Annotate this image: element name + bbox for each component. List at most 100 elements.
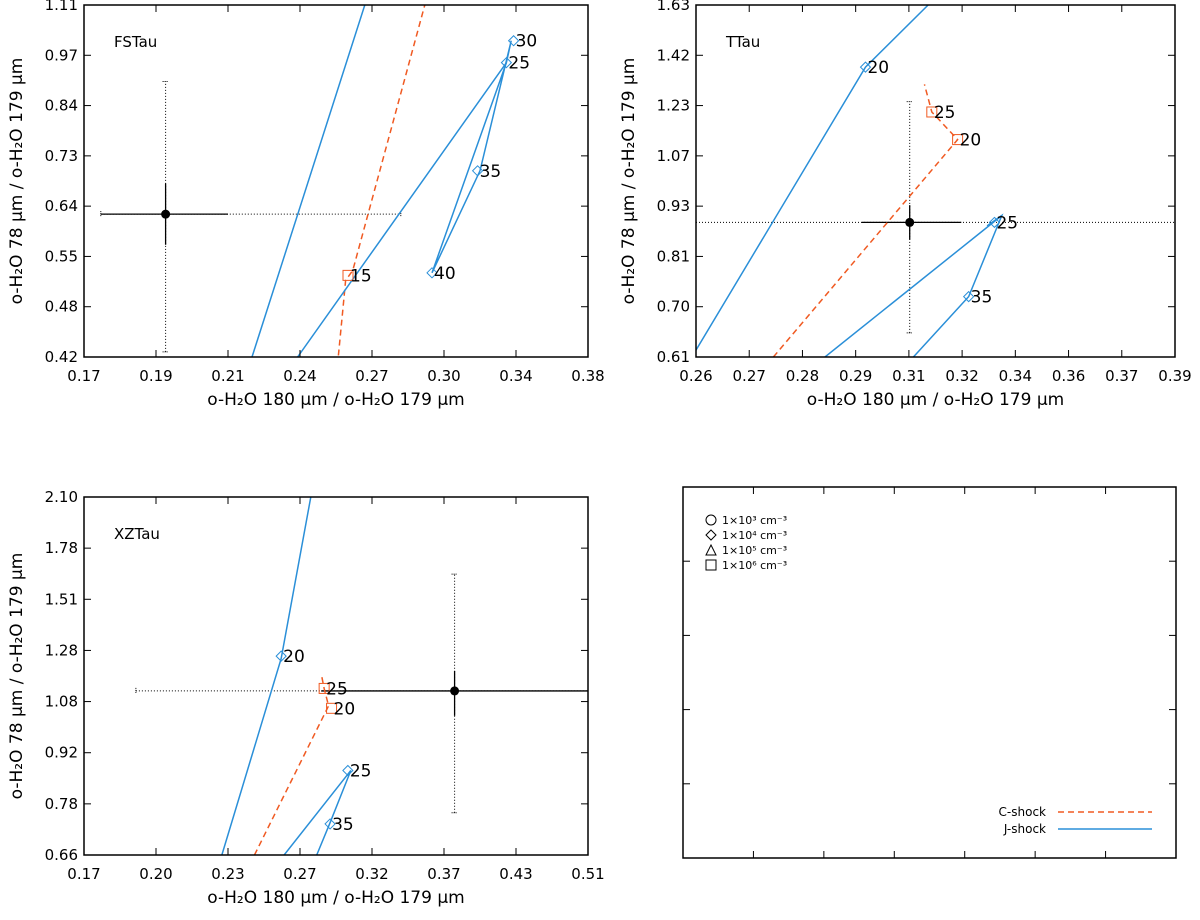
y-tick-label: 0.48 [45, 298, 78, 316]
plot-area [696, 5, 1175, 357]
legend-symbol-label: 1×10³ cm⁻³ [722, 514, 787, 527]
c-shock-line [772, 84, 959, 357]
x-tick-label: 0.36 [1052, 367, 1085, 385]
y-axis-label: o-H₂O 78 μm / o-H₂O 179 μm [7, 58, 27, 305]
observed-point [161, 209, 171, 219]
y-tick-label: 2.10 [45, 488, 78, 506]
x-tick-label: 0.27 [355, 367, 388, 385]
y-tick-label: 1.23 [657, 97, 690, 115]
legend-lines: C-shock J-shock [999, 805, 1152, 836]
y-tick-label: 1.42 [657, 46, 690, 64]
data-point-diamond [507, 35, 520, 47]
marker-label: 20 [283, 647, 305, 667]
x-tick-label: 0.30 [427, 367, 460, 385]
data-point-diamond [275, 650, 287, 662]
x-tick-label: 0.37 [427, 865, 460, 883]
j-shock-line [824, 214, 1003, 357]
y-tick-label: 1.28 [45, 641, 78, 659]
x-tick-label: 0.34 [999, 367, 1032, 385]
y-tick-label: 0.73 [45, 147, 78, 165]
y-tick-label: 0.93 [657, 197, 690, 215]
x-tick-label: 0.37 [1105, 367, 1138, 385]
marker-label: 40 [434, 264, 456, 284]
j-shock-line [696, 5, 929, 351]
legend-symbols: 1×10³ cm⁻³ 1×10⁴ cm⁻³ 1×10⁵ cm⁻³ 1×10⁶ cm⁻³ [705, 514, 787, 572]
data-point-diamond [324, 818, 336, 830]
marker-label: 35 [971, 288, 993, 308]
x-tick-label: 0.38 [571, 367, 604, 385]
y-tick-label: 1.78 [45, 539, 78, 557]
y-tick-label: 1.07 [657, 147, 690, 165]
axes-frame [83, 4, 589, 358]
x-tick-label: 0.24 [283, 367, 316, 385]
x-tick-label: 0.17 [67, 367, 100, 385]
x-tick-label: 0.39 [1158, 367, 1191, 385]
data-point-square [952, 134, 964, 146]
y-axis-label: o-H₂O 78 μm / o-H₂O 179 μm [619, 58, 639, 305]
data-point-diamond [859, 61, 872, 73]
y-tick-label: 1.63 [657, 0, 690, 14]
y-tick-label: 0.84 [45, 97, 78, 115]
x-tick-label: 0.26 [679, 367, 712, 385]
x-tick-label: 0.23 [211, 865, 244, 883]
legend-symbol-label: 1×10⁴ cm⁻³ [722, 529, 787, 542]
y-tick-label: 0.97 [45, 46, 78, 64]
x-tick-label: 0.51 [571, 865, 604, 883]
x-tick-label: 0.34 [499, 367, 532, 385]
data-point-square [342, 269, 354, 281]
c-shock-line [337, 5, 426, 356]
x-tick-label: 0.27 [283, 865, 316, 883]
y-tick-label: 0.64 [45, 197, 78, 215]
y-tick-label: 0.81 [657, 247, 690, 265]
data-point-diamond [342, 764, 354, 777]
plot-area [100, 5, 520, 357]
x-tick-label: 0.29 [839, 367, 872, 385]
data-point-square [326, 702, 338, 714]
plot-area [135, 497, 588, 855]
legend-panel: 1×10³ cm⁻³ 1×10⁴ cm⁻³ 1×10⁵ cm⁻³ 1×10⁶ cm⁻³… [682, 486, 1177, 859]
x-tick-label: 0.32 [945, 367, 978, 385]
y-axis-label: o-H₂O 78 μm / o-H₂O 179 μm [7, 553, 27, 800]
y-tick-label: 0.92 [45, 744, 78, 762]
y-tick-label: 1.11 [45, 0, 78, 14]
x-axis-label: o-H₂O 180 μm / o-H₂O 179 μm [807, 390, 1064, 410]
x-tick-label: 0.27 [733, 367, 766, 385]
data-point-diamond [988, 216, 1001, 229]
panel-title: FSTau [114, 33, 157, 51]
j-shock-line [296, 62, 508, 357]
j-shock-line [283, 770, 352, 855]
marker-label: 35 [480, 162, 502, 182]
x-tick-label: 0.19 [139, 367, 172, 385]
axes-frame [83, 496, 589, 856]
y-tick-label: 0.70 [657, 298, 690, 316]
observed-point [905, 217, 915, 227]
y-tick-label: 0.42 [45, 348, 78, 366]
y-tick-label: 0.55 [45, 247, 78, 265]
x-tick-label: 0.31 [892, 367, 925, 385]
y-tick-label: 0.78 [45, 795, 78, 813]
data-point-diamond [500, 56, 513, 69]
j-shock-line [431, 40, 512, 274]
legend-symbol-label: 1×10⁶ cm⁻³ [722, 559, 787, 572]
axes-frame [695, 4, 1176, 358]
data-point-diamond [471, 165, 484, 177]
legend-line-label: J-shock [1003, 822, 1046, 836]
y-tick-label: 0.61 [657, 348, 690, 366]
data-point-diamond [962, 290, 975, 303]
x-axis-label: o-H₂O 180 μm / o-H₂O 179 μm [207, 390, 464, 410]
j-shock-line [316, 770, 352, 855]
data-point-circle [705, 514, 717, 526]
x-tick-label: 0.17 [67, 865, 100, 883]
legend-symbol-label: 1×10⁵ cm⁻³ [722, 544, 787, 557]
marker-label: 20 [867, 58, 889, 78]
data-point-diamond [705, 529, 717, 541]
j-shock-line [251, 5, 366, 357]
x-axis-label: o-H₂O 180 μm / o-H₂O 179 μm [207, 888, 464, 908]
marker-label: 25 [934, 103, 956, 123]
marker-label: 15 [350, 266, 372, 286]
data-point-square [318, 682, 330, 694]
marker-label: 25 [350, 761, 372, 781]
observed-point [450, 686, 460, 696]
